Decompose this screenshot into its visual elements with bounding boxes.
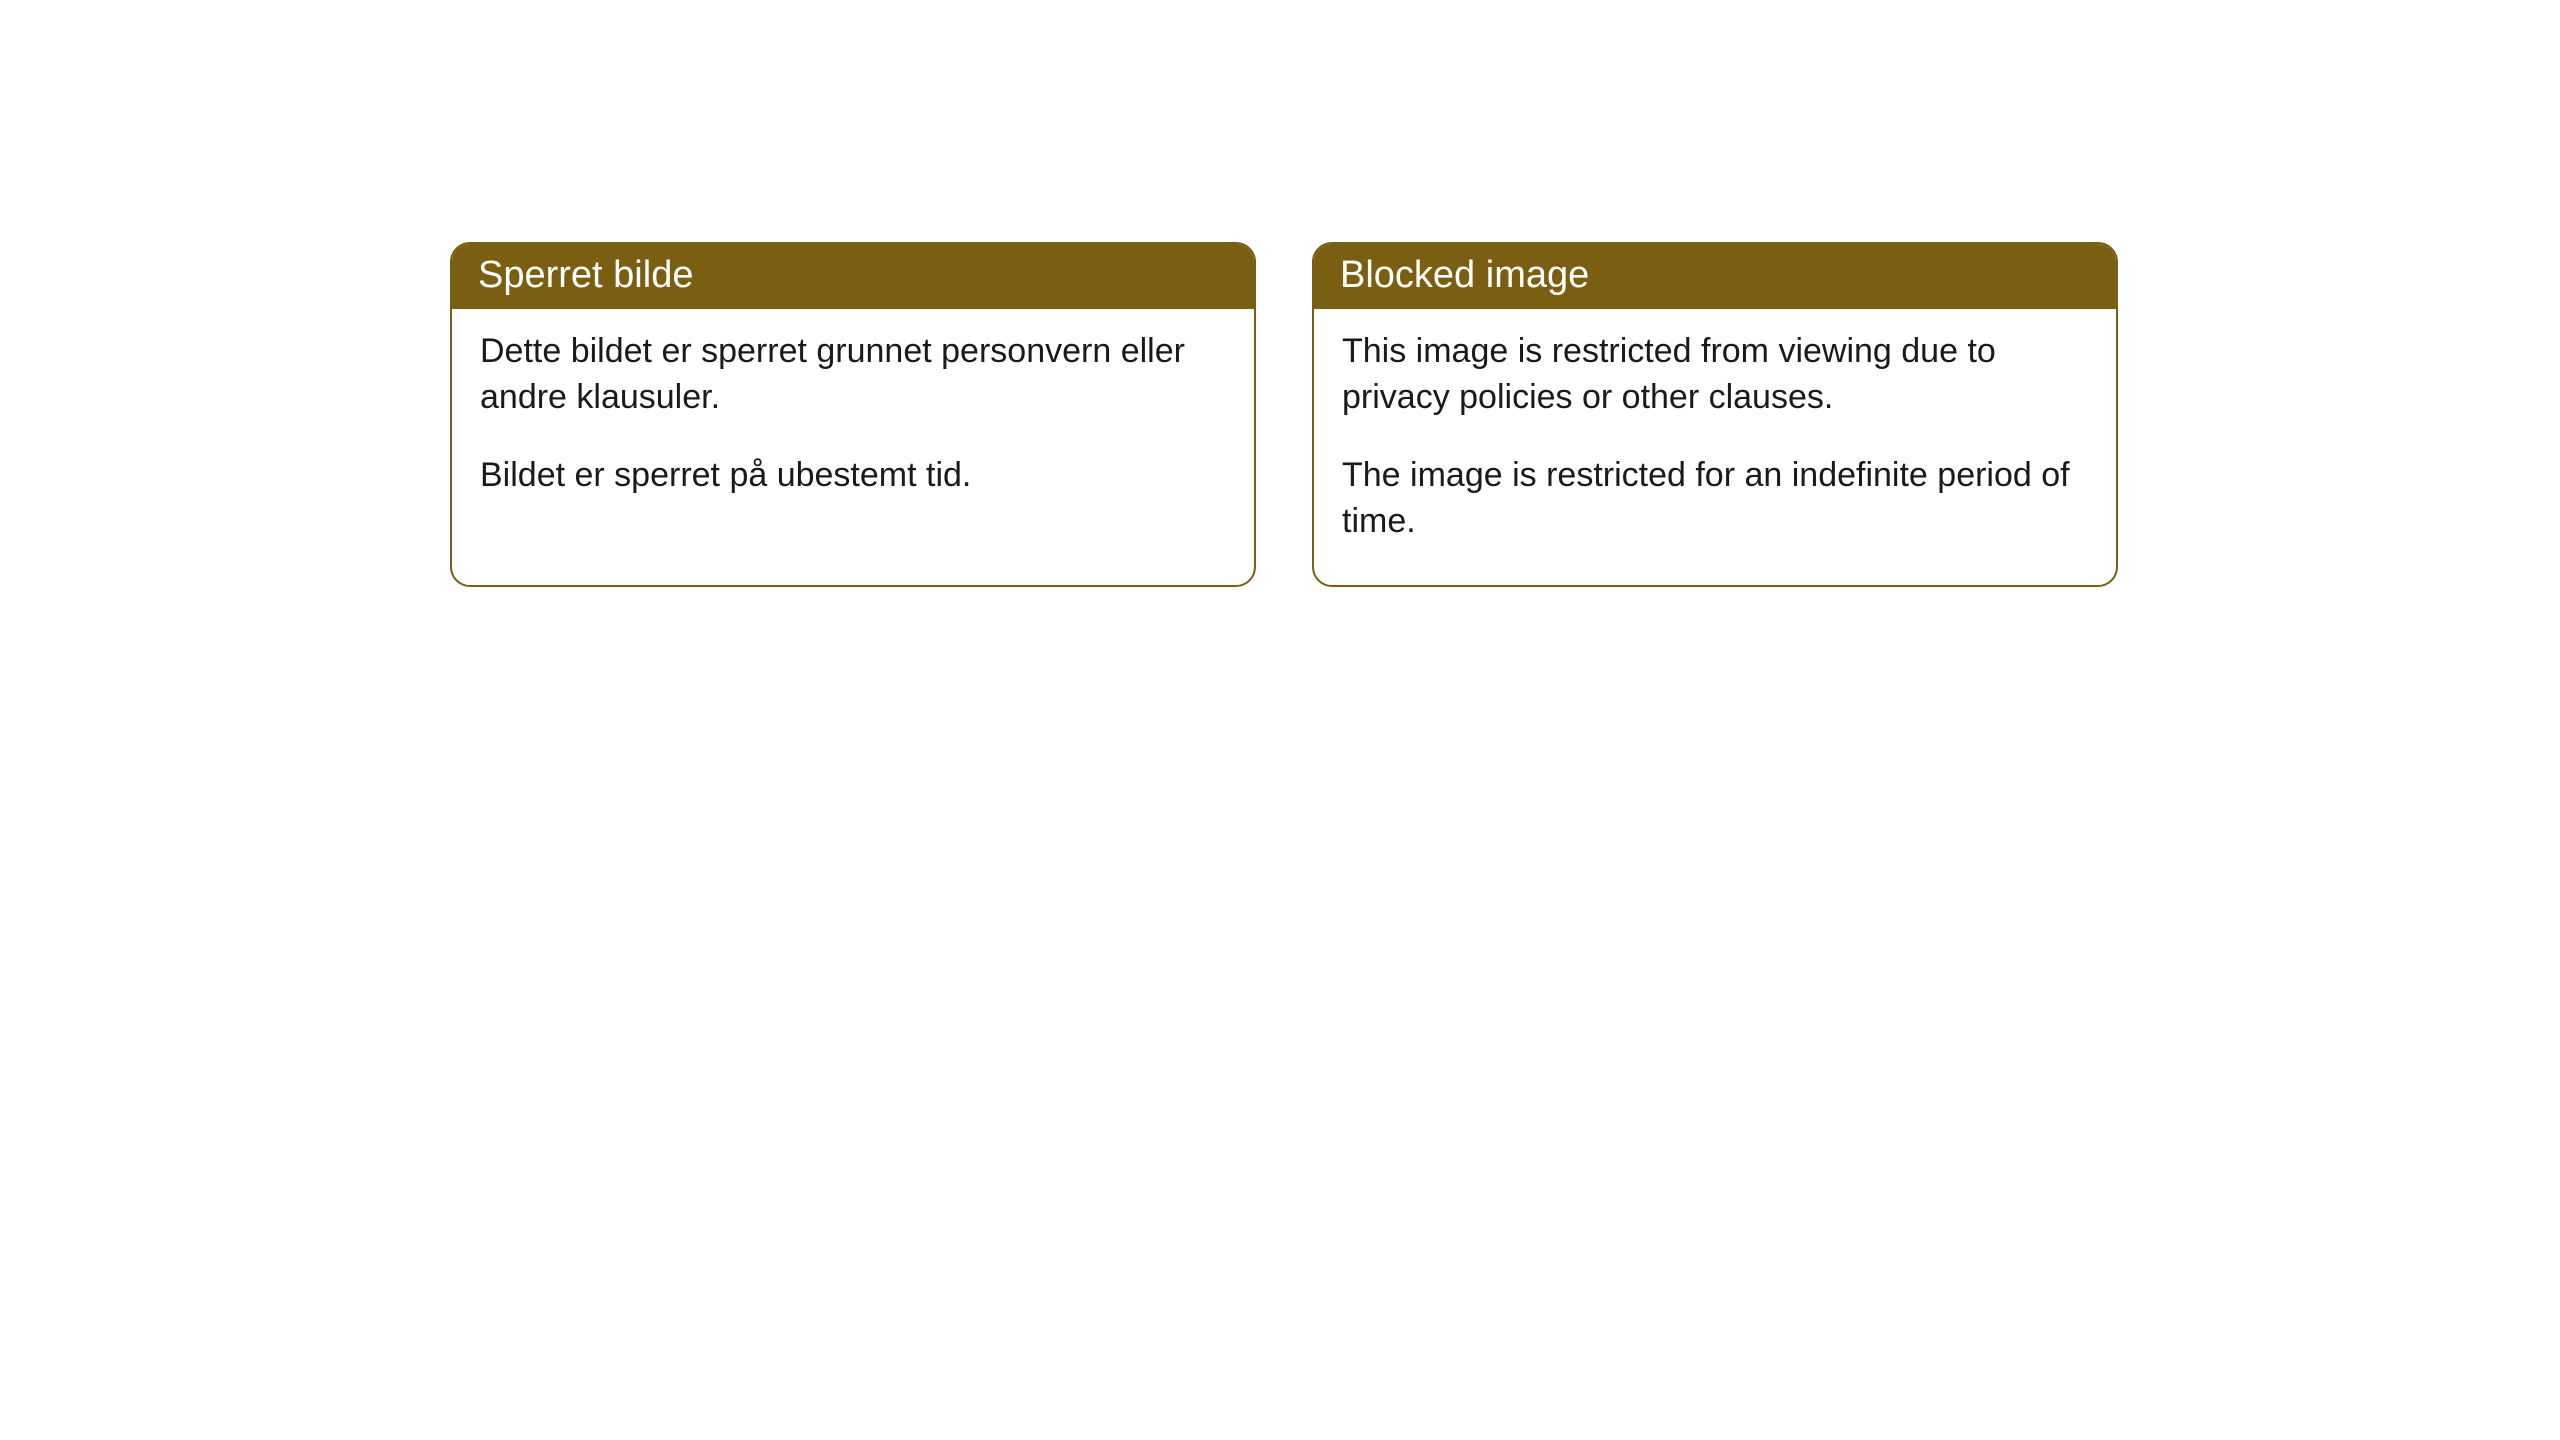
card-paragraph-english-1: This image is restricted from viewing du… [1342, 329, 2088, 421]
blocked-image-card-english: Blocked image This image is restricted f… [1312, 242, 2118, 587]
card-title-english: Blocked image [1340, 254, 1589, 296]
card-header-english: Blocked image [1314, 244, 2116, 309]
card-title-norwegian: Sperret bilde [478, 254, 693, 296]
card-body-english: This image is restricted from viewing du… [1314, 309, 2116, 585]
blocked-image-card-norwegian: Sperret bilde Dette bildet er sperret gr… [450, 242, 1256, 587]
card-paragraph-norwegian-2: Bildet er sperret på ubestemt tid. [480, 453, 1226, 499]
card-body-norwegian: Dette bildet er sperret grunnet personve… [452, 309, 1254, 539]
notice-cards-container: Sperret bilde Dette bildet er sperret gr… [450, 242, 2560, 587]
card-paragraph-english-2: The image is restricted for an indefinit… [1342, 453, 2088, 545]
card-paragraph-norwegian-1: Dette bildet er sperret grunnet personve… [480, 329, 1226, 421]
card-header-norwegian: Sperret bilde [452, 244, 1254, 309]
